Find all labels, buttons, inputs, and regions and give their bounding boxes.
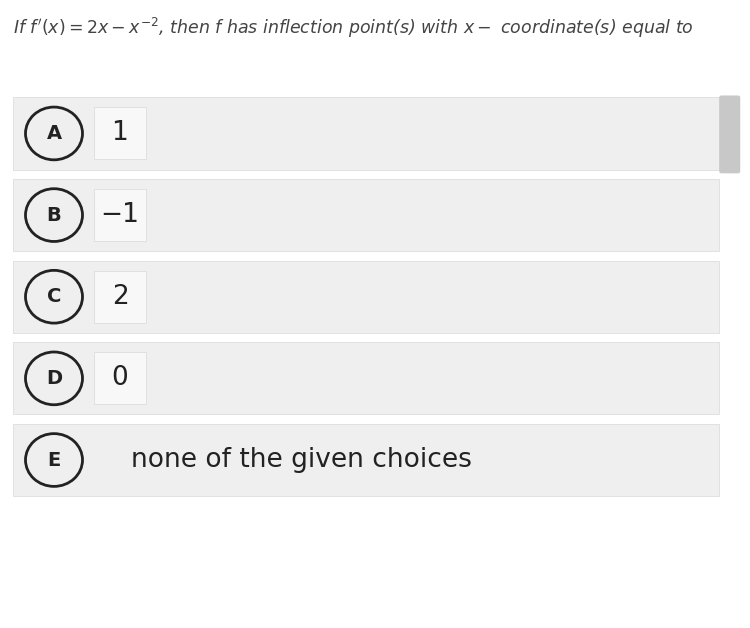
FancyBboxPatch shape (13, 261, 718, 333)
FancyBboxPatch shape (94, 107, 146, 160)
Text: If $f'(x) = 2x - x^{-2}$, then $f$ has inflection point(s) with $x-$ coordinate(: If $f'(x) = 2x - x^{-2}$, then $f$ has i… (13, 16, 694, 40)
Text: B: B (46, 205, 62, 225)
Text: C: C (46, 287, 62, 306)
FancyBboxPatch shape (13, 342, 718, 414)
FancyBboxPatch shape (719, 95, 740, 173)
Text: 2: 2 (112, 284, 128, 310)
FancyBboxPatch shape (13, 97, 718, 170)
FancyBboxPatch shape (94, 189, 146, 241)
Text: A: A (46, 124, 62, 143)
Text: 1: 1 (112, 121, 128, 146)
FancyBboxPatch shape (13, 424, 718, 496)
Text: E: E (47, 450, 61, 470)
FancyBboxPatch shape (94, 271, 146, 323)
FancyBboxPatch shape (13, 179, 718, 251)
Text: −1: −1 (100, 202, 140, 228)
FancyBboxPatch shape (94, 352, 146, 404)
Text: D: D (46, 369, 62, 388)
Text: none of the given choices: none of the given choices (131, 447, 472, 473)
Text: 0: 0 (112, 365, 128, 391)
